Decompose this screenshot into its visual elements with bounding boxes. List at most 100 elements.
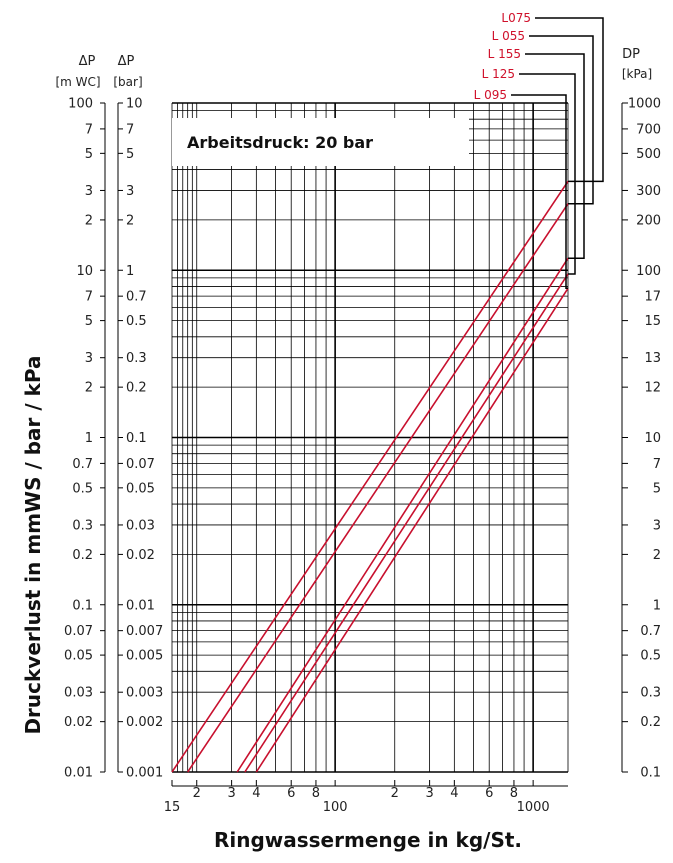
bar-tick-label: 10 <box>126 97 143 112</box>
mwc-tick-label: 0.7 <box>72 457 93 472</box>
bar-tick-label: 0.07 <box>126 457 155 472</box>
bar-tick-label: 0.5 <box>126 314 147 329</box>
mwc-tick-label: 0.3 <box>72 518 93 533</box>
legend-leader <box>511 94 568 290</box>
bar-tick-label: 2 <box>126 213 134 228</box>
mwc-tick-label: 0.02 <box>64 715 93 730</box>
x-axis-title: Ringwassermenge in kg/St. <box>214 828 522 852</box>
legend-label: L 155 <box>488 47 521 61</box>
mwc-tick-label: 0.2 <box>72 548 93 563</box>
bar-tick-label: 5 <box>126 147 134 162</box>
kpa-tick-label: 0.5 <box>640 649 661 664</box>
mwc-tick-label: 1 <box>85 431 93 446</box>
kpa-tick-label: 1000 <box>628 97 661 112</box>
mwc-tick-label: 0.5 <box>72 481 93 496</box>
mwc-tick-label: 5 <box>85 314 93 329</box>
mwc-tick-label: 0.05 <box>64 649 93 664</box>
bar-tick-label: 3 <box>126 184 134 199</box>
x-tick-label: 15 <box>164 800 181 815</box>
bar-tick-label: 0.7 <box>126 290 147 305</box>
y-axis-title: Druckverlust in mmWS / bar / kPa <box>21 355 45 734</box>
bar-tick-label: 0.02 <box>126 548 155 563</box>
bar-tick-label: 0.2 <box>126 381 147 396</box>
legend-leader <box>519 73 576 275</box>
mwc-tick-label: 0.01 <box>64 766 93 781</box>
legend-label: L 095 <box>474 88 507 102</box>
kpa-tick-label: 10 <box>644 431 661 446</box>
kpa-tick-label: 300 <box>636 184 661 199</box>
bar-tick-label: 0.03 <box>126 518 155 533</box>
kpa-axis-header: DP <box>622 47 640 62</box>
bar-tick-label: 0.01 <box>126 598 155 613</box>
legend-label: L075 <box>501 11 531 25</box>
series-line <box>255 287 569 773</box>
kpa-tick-label: 0.7 <box>640 624 661 639</box>
axes: 100 7 5 3 2 10 7 5 3 2 1 0.7 0.5 0.3 0.2 0.1 0.07 0.05 0.0… <box>55 47 661 815</box>
series-line <box>244 273 569 773</box>
kpa-tick-label: 500 <box>636 147 661 162</box>
series-line <box>171 180 569 773</box>
x-tick-label: 8 <box>510 786 518 801</box>
kpa-tick-label: 0.3 <box>640 686 661 701</box>
bar-tick-label: 0.3 <box>126 351 147 366</box>
bar-tick-label: 0.007 <box>126 624 163 639</box>
bar-tick-label: 0.05 <box>126 481 155 496</box>
chart-title-box: Arbeitsdruck: 20 bar <box>172 118 469 166</box>
kpa-tick-label: 100 <box>636 264 661 279</box>
mwc-tick-label: 5 <box>85 147 93 162</box>
x-tick-label: 3 <box>425 786 433 801</box>
bar-tick-label: 7 <box>126 122 134 137</box>
legend-leader <box>529 35 594 205</box>
kpa-tick-label: 17 <box>644 290 661 305</box>
x-tick-label: 1000 <box>517 800 550 815</box>
x-tick-label: 2 <box>391 786 399 801</box>
bar-tick-label: 0.001 <box>126 766 163 781</box>
mwc-tick-label: 2 <box>85 213 93 228</box>
kpa-tick-label: 12 <box>644 381 661 396</box>
kpa-axis-unit: [kPa] <box>622 67 652 81</box>
series-line <box>236 257 569 773</box>
kpa-tick-label: 700 <box>636 122 661 137</box>
mwc-tick-label: 0.07 <box>64 624 93 639</box>
kpa-tick-label: 5 <box>653 481 661 496</box>
bar-axis-header: ΔP <box>118 54 135 69</box>
mwc-tick-label: 2 <box>85 381 93 396</box>
kpa-tick-label: 200 <box>636 213 661 228</box>
title-box-bg <box>172 118 469 166</box>
kpa-tick-label: 3 <box>653 518 661 533</box>
bar-tick-label: 0.002 <box>126 715 163 730</box>
kpa-tick-label: 0.1 <box>640 766 661 781</box>
mwc-tick-label: 10 <box>76 264 93 279</box>
chart-title: Arbeitsdruck: 20 bar <box>187 133 373 152</box>
series-line <box>187 203 569 773</box>
mwc-tick-label: 7 <box>85 290 93 305</box>
kpa-tick-label: 1 <box>653 598 661 613</box>
legend-leader <box>525 53 585 259</box>
x-tick-label: 100 <box>323 800 348 815</box>
bar-tick-label: 0.005 <box>126 649 163 664</box>
mwc-tick-label: 0.03 <box>64 686 93 701</box>
bar-tick-label: 1 <box>126 264 134 279</box>
x-tick-label: 4 <box>252 786 260 801</box>
kpa-tick-label: 2 <box>653 548 661 563</box>
mwc-tick-label: 7 <box>85 122 93 137</box>
mwc-tick-label: 0.1 <box>72 598 93 613</box>
x-tick-label: 8 <box>312 786 320 801</box>
x-tick-label: 6 <box>287 786 295 801</box>
x-tick-label: 6 <box>485 786 493 801</box>
bar-axis-unit: [bar] <box>113 75 142 89</box>
kpa-tick-label: 0.2 <box>640 715 661 730</box>
legend-label: L 125 <box>482 67 515 81</box>
mwc-axis-header: ΔP <box>79 54 96 69</box>
legend-leader <box>535 17 604 183</box>
mwc-tick-label: 3 <box>85 351 93 366</box>
bar-tick-label: 0.003 <box>126 686 163 701</box>
mwc-tick-label: 3 <box>85 184 93 199</box>
kpa-tick-label: 15 <box>644 314 661 329</box>
mwc-axis-unit: [m WC] <box>55 75 100 89</box>
x-tick-label: 3 <box>227 786 235 801</box>
x-tick-label: 4 <box>450 786 458 801</box>
legend-leaders: L075 L 055 L 155 L 125 L 095 <box>474 11 604 290</box>
x-tick-label: 2 <box>193 786 201 801</box>
